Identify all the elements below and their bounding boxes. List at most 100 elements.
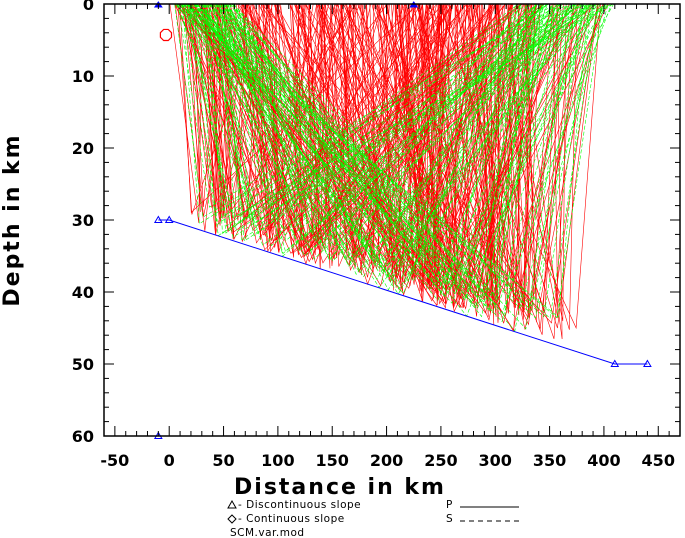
ray-s-30 (200, 3, 607, 267)
x-tick-label: 200 (370, 451, 403, 470)
ray-p-50 (473, 3, 578, 330)
ray-s-88 (186, 3, 529, 299)
triangle-icon (227, 499, 237, 509)
ray-s-68 (185, 3, 562, 281)
ray-p-79 (174, 3, 229, 231)
ray-s-51 (182, 3, 612, 219)
ray-p-10 (439, 3, 561, 306)
ray-p-258 (294, 3, 409, 291)
ray-s-14 (177, 3, 556, 208)
ray-s-86 (233, 3, 600, 311)
ray-s-96 (217, 3, 579, 260)
discontinuous-marker-2 (610, 359, 620, 367)
ray-p-163 (279, 3, 351, 256)
ray-s-49 (223, 3, 536, 311)
ray-p-250 (247, 3, 390, 266)
legend-model-name: SCM.var.mod (230, 527, 305, 538)
ray-s-105 (193, 3, 538, 272)
ray-p-100 (341, 3, 430, 268)
x-tick-label: 450 (642, 451, 675, 470)
x-tick-label: 150 (316, 451, 349, 470)
ray-s-92 (215, 3, 549, 287)
ray-s-79 (232, 3, 529, 282)
ray-s-54 (221, 3, 595, 300)
ray-p-145 (459, 3, 497, 317)
ray-s-107 (185, 3, 541, 301)
ray-paths (169, 3, 614, 340)
ray-s-1 (196, 3, 606, 288)
ray-p-195 (221, 3, 234, 240)
ray-p-105 (303, 3, 324, 250)
ray-p-111 (265, 3, 552, 314)
ray-s-16 (225, 3, 536, 294)
ray-s-11 (201, 3, 521, 295)
ray-s-93 (177, 3, 594, 246)
ray-s-80 (212, 3, 577, 220)
ray-s-50 (204, 3, 608, 286)
axis-ticks (103, 3, 681, 437)
x-tick-label: 300 (479, 451, 512, 470)
x-tick-labels: -50 0 50 100 150 200 250 300 350 400 450 (100, 451, 675, 470)
ray-s-101 (218, 3, 588, 253)
y-tick-label: 30 (72, 211, 94, 230)
ray-s-44 (224, 3, 583, 241)
ray-s-12 (201, 3, 527, 234)
ray-s-99 (211, 3, 559, 255)
x-tick-label: 400 (587, 451, 620, 470)
ray-p-114 (472, 3, 532, 307)
x-tick-label: 100 (261, 451, 294, 470)
ray-s-36 (199, 3, 543, 278)
ray-s-7 (193, 3, 585, 319)
ray-p-27 (386, 3, 445, 299)
ray-s-103 (186, 3, 558, 290)
ray-s-98 (176, 3, 573, 290)
ray-s-87 (194, 3, 581, 276)
ray-p-172 (198, 3, 453, 263)
ray-s-109 (224, 3, 585, 295)
ray-s-6 (209, 3, 570, 285)
ray-s-102 (186, 3, 538, 246)
ray-s-75 (212, 3, 598, 224)
ray-s-104 (179, 3, 600, 257)
ray-s-20 (196, 3, 572, 307)
ray-s-59 (186, 3, 598, 319)
ray-s-91 (187, 3, 519, 225)
ray-s-18 (232, 3, 558, 291)
ray-p-183 (261, 3, 598, 324)
legend-label-discontinuous: - Discontinuous slope (238, 499, 361, 511)
discontinuous-marker-3 (643, 359, 652, 367)
ray-p-85 (430, 3, 497, 317)
ray-s-45 (207, 3, 576, 234)
legend-phase-s: S (446, 513, 519, 525)
ray-s-82 (180, 3, 588, 313)
legend: - Discontinuous slope - Continuous slope… (227, 499, 519, 538)
ray-s-38 (208, 3, 613, 221)
ray-s-40 (222, 3, 614, 294)
ray-p-26 (169, 3, 203, 223)
ray-p-179 (422, 3, 554, 305)
ray-p-234 (267, 3, 443, 260)
ray-p-184 (381, 3, 459, 307)
ray-s-64 (192, 3, 561, 301)
ray-p-71 (432, 3, 501, 305)
ray-s-100 (183, 3, 592, 265)
ray-s-81 (220, 3, 545, 289)
x-tick-label: 350 (533, 451, 566, 470)
ray-s-65 (174, 3, 612, 307)
ray-s-0 (190, 3, 522, 298)
ray-s-84 (227, 3, 605, 267)
ray-s-77 (221, 3, 545, 262)
ray-p-254 (174, 3, 496, 259)
ray-p-238 (318, 3, 442, 292)
diamond-icon (227, 514, 237, 524)
ray-s-67 (177, 3, 590, 318)
discontinuous-marker-1 (164, 215, 174, 223)
ray-s-95 (188, 3, 542, 251)
y-axis-title: Depth in km (0, 133, 25, 306)
ray-p-73 (507, 3, 530, 316)
y-tick-label: 20 (72, 139, 94, 158)
ray-s-63 (209, 3, 518, 261)
ray-p-237 (225, 3, 372, 261)
ray-s-35 (211, 3, 609, 309)
